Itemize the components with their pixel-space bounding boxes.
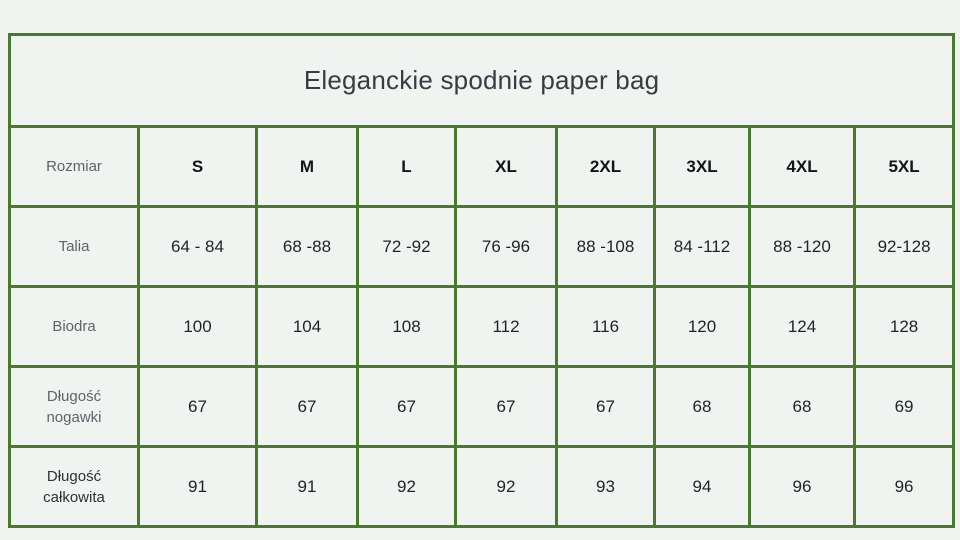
talia-value-m: 68 -88 bbox=[255, 205, 359, 288]
table-row-talia: Talia 64 - 84 68 -88 72 -92 76 -96 88 -1… bbox=[8, 205, 956, 288]
biodra-value-xl: 112 bbox=[454, 285, 558, 368]
biodra-value-s: 100 bbox=[137, 285, 258, 368]
talia-value-3xl: 84 -112 bbox=[653, 205, 751, 288]
talia-value-xl: 76 -96 bbox=[454, 205, 558, 288]
size-header-2xl: 2XL bbox=[555, 125, 656, 208]
size-header-row: Rozmiar S M L XL 2XL 3XL 4XL 5XL bbox=[8, 125, 956, 208]
size-chart-table: Eleganckie spodnie paper bag Rozmiar S M… bbox=[7, 33, 956, 528]
nogawka-value-l: 67 bbox=[356, 365, 457, 448]
row-label-talia: Talia bbox=[8, 205, 140, 288]
size-header-s: S bbox=[137, 125, 258, 208]
nogawka-value-xl: 67 bbox=[454, 365, 558, 448]
table-row-biodra: Biodra 100 104 108 112 116 120 124 128 bbox=[8, 285, 956, 368]
table-row-dlugosc-nogawki: Długość nogawki 67 67 67 67 67 68 68 69 bbox=[8, 365, 956, 448]
nogawka-value-m: 67 bbox=[255, 365, 359, 448]
size-header-m: M bbox=[255, 125, 359, 208]
calkowita-value-5xl: 96 bbox=[852, 445, 956, 528]
calkowita-value-2xl: 93 bbox=[555, 445, 656, 528]
calkowita-value-3xl: 94 bbox=[653, 445, 751, 528]
talia-value-s: 64 - 84 bbox=[137, 205, 258, 288]
size-header-3xl: 3XL bbox=[653, 125, 751, 208]
calkowita-value-4xl: 96 bbox=[748, 445, 856, 528]
nogawka-value-2xl: 67 bbox=[555, 365, 656, 448]
calkowita-value-l: 92 bbox=[356, 445, 457, 528]
table-title: Eleganckie spodnie paper bag bbox=[7, 33, 956, 128]
corner-label: Rozmiar bbox=[8, 125, 140, 208]
biodra-value-2xl: 116 bbox=[555, 285, 656, 368]
talia-value-l: 72 -92 bbox=[356, 205, 457, 288]
table-row-dlugosc-calkowita: Długość całkowita 91 91 92 92 93 94 96 9… bbox=[8, 445, 956, 528]
nogawka-value-5xl: 69 bbox=[852, 365, 956, 448]
calkowita-value-s: 91 bbox=[137, 445, 258, 528]
talia-value-5xl: 92-128 bbox=[852, 205, 956, 288]
biodra-value-4xl: 124 bbox=[748, 285, 856, 368]
size-header-xl: XL bbox=[454, 125, 558, 208]
talia-value-2xl: 88 -108 bbox=[555, 205, 656, 288]
nogawka-value-s: 67 bbox=[137, 365, 258, 448]
size-header-l: L bbox=[356, 125, 457, 208]
row-label-dlugosc-nogawki: Długość nogawki bbox=[8, 365, 140, 448]
row-label-biodra: Biodra bbox=[8, 285, 140, 368]
size-header-4xl: 4XL bbox=[748, 125, 856, 208]
biodra-value-l: 108 bbox=[356, 285, 457, 368]
title-row: Eleganckie spodnie paper bag bbox=[7, 33, 956, 128]
nogawka-value-4xl: 68 bbox=[748, 365, 856, 448]
biodra-value-3xl: 120 bbox=[653, 285, 751, 368]
size-header-5xl: 5XL bbox=[852, 125, 956, 208]
row-label-dlugosc-calkowita: Długość całkowita bbox=[8, 445, 140, 528]
talia-value-4xl: 88 -120 bbox=[748, 205, 856, 288]
biodra-value-m: 104 bbox=[255, 285, 359, 368]
calkowita-value-m: 91 bbox=[255, 445, 359, 528]
nogawka-value-3xl: 68 bbox=[653, 365, 751, 448]
calkowita-value-xl: 92 bbox=[454, 445, 558, 528]
biodra-value-5xl: 128 bbox=[852, 285, 956, 368]
